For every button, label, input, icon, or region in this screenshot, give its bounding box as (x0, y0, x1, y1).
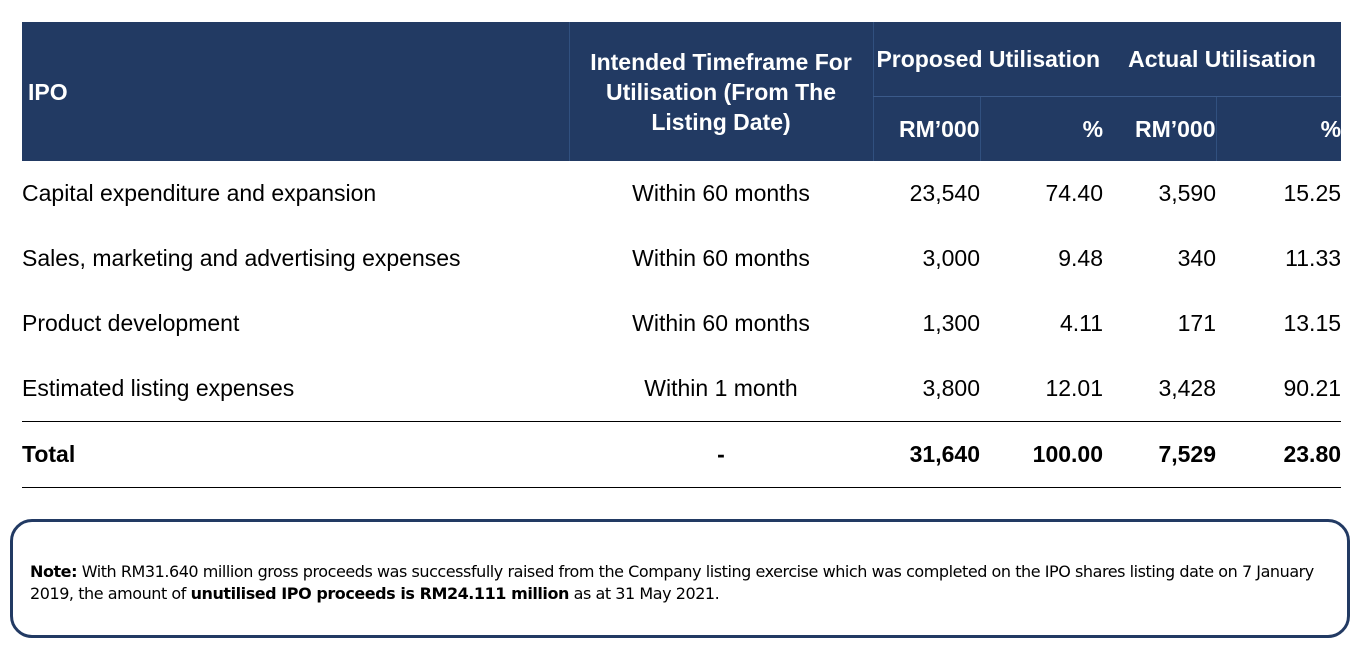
total-timeframe: - (569, 421, 873, 488)
header-proposed-pct: % (979, 96, 1104, 161)
header-timeframe: Intended Timeframe For Utilisation (From… (568, 22, 873, 161)
header-actual-rm: RM’000 (1103, 96, 1217, 161)
row-proposed-pct: 74.40 (1045, 180, 1104, 206)
table-body: Capital expenditure and expansion Within… (22, 161, 1342, 488)
table-row: Capital expenditure and expansion Within… (22, 161, 1341, 226)
row-timeframe: Within 1 month (644, 375, 798, 401)
total-row: Total - 31,640 100.00 7,529 23.80 (22, 421, 1342, 488)
row-actual-pct: 13.15 (1283, 310, 1342, 336)
header-proposed-rm: RM’000 (872, 96, 980, 161)
header-actual-utilisation: Actual Utilisation (1103, 22, 1342, 97)
row-timeframe: Within 60 months (632, 245, 810, 271)
note-text-end: as at 31 May 2021. (573, 584, 720, 603)
header-ipo: IPO (22, 22, 569, 161)
table-row: Sales, marketing and advertising expense… (22, 226, 1341, 291)
row-proposed-rm: 1,300 (922, 310, 980, 336)
note-label: Note: (30, 562, 78, 581)
row-description: Capital expenditure and expansion (22, 180, 377, 206)
row-description: Product development (22, 310, 240, 336)
row-proposed-pct: 12.01 (1045, 375, 1104, 401)
row-description: Sales, marketing and advertising expense… (22, 245, 461, 271)
row-actual-rm: 171 (1177, 310, 1217, 336)
ipo-utilisation-table: IPO Intended Timeframe For Utilisation (… (22, 22, 1342, 488)
total-proposed-rm: 31,640 (873, 421, 980, 488)
table-row: Estimated listing expenses Within 1 mont… (22, 356, 1341, 422)
total-actual-rm: 7,529 (1103, 421, 1217, 488)
row-proposed-pct: 9.48 (1058, 245, 1104, 271)
row-timeframe: Within 60 months (632, 310, 810, 336)
row-actual-rm: 3,428 (1158, 375, 1217, 401)
total-proposed-pct: 100.00 (980, 421, 1104, 488)
row-actual-rm: 340 (1177, 245, 1217, 271)
row-timeframe: Within 60 months (632, 180, 810, 206)
row-proposed-rm: 3,000 (922, 245, 980, 271)
header-proposed-utilisation: Proposed Utilisation (872, 22, 1104, 97)
total-label: Total (22, 421, 569, 488)
row-proposed-pct: 4.11 (1059, 310, 1104, 336)
row-actual-pct: 11.33 (1285, 245, 1342, 271)
row-actual-pct: 15.25 (1283, 180, 1342, 206)
note-text: With RM31.640 million gross proceeds was… (30, 562, 1314, 603)
table-header: IPO Intended Timeframe For Utilisation (… (22, 22, 1342, 161)
row-proposed-rm: 3,800 (922, 375, 980, 401)
table-row: Product development Within 60 months 1,3… (22, 291, 1341, 356)
note-highlight: unutilised IPO proceeds is RM24.111 mill… (190, 584, 570, 603)
row-actual-rm: 3,590 (1158, 180, 1217, 206)
row-actual-pct: 90.21 (1283, 375, 1342, 401)
row-proposed-rm: 23,540 (909, 180, 980, 206)
note-box: Note: With RM31.640 million gross procee… (10, 519, 1350, 638)
total-actual-pct: 23.80 (1216, 421, 1342, 488)
header-actual-pct: % (1215, 96, 1342, 161)
row-description: Estimated listing expenses (22, 375, 295, 401)
